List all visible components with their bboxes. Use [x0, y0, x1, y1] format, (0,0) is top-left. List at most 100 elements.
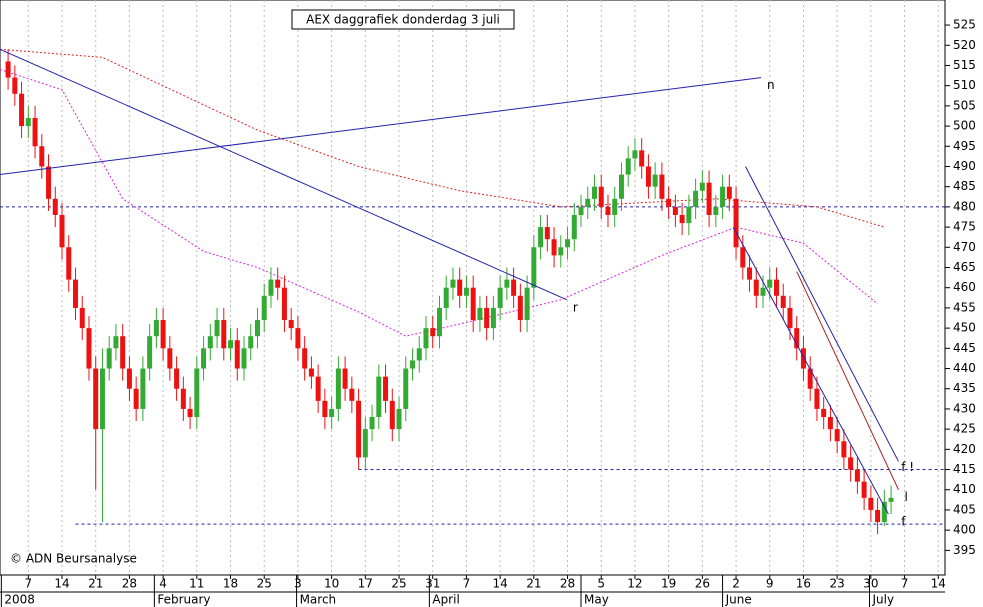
candle-body: [457, 279, 463, 296]
candle-body: [39, 146, 45, 167]
candle-body: [807, 368, 813, 389]
candle-body: [672, 206, 678, 215]
candle-body: [79, 307, 85, 329]
x-tick-label: 23: [830, 577, 845, 591]
candle-body: [140, 368, 146, 409]
y-tick-label: 435: [953, 381, 976, 395]
candle-body: [848, 457, 854, 470]
candle-body: [639, 150, 645, 167]
candle-body: [686, 206, 692, 224]
x-tick-label: 28: [122, 577, 137, 591]
y-tick-label: 420: [953, 442, 976, 456]
candle-body: [538, 227, 544, 248]
month-label: June: [725, 593, 752, 607]
y-tick-label: 485: [953, 179, 976, 193]
x-tick-label: 30: [863, 577, 878, 591]
candle-body: [120, 336, 126, 369]
candle-body: [436, 307, 442, 337]
candle-body: [780, 295, 786, 308]
candle-body: [389, 400, 395, 430]
candle-body: [632, 150, 638, 159]
month-label: July: [872, 593, 895, 607]
y-tick-label: 455: [953, 300, 976, 314]
candle-body: [726, 186, 732, 199]
candle-body: [443, 287, 449, 308]
candle-body: [396, 408, 402, 430]
candle-body: [160, 320, 166, 349]
candle-body: [794, 328, 800, 349]
x-tick-label: 25: [391, 577, 406, 591]
trendline-label: r: [573, 300, 578, 314]
trendline: [732, 226, 889, 515]
x-tick-label: 7: [463, 577, 471, 591]
candle-body: [490, 307, 496, 329]
candle-body: [618, 174, 624, 199]
x-tick-label: 14: [54, 577, 69, 591]
candle-body: [713, 206, 719, 215]
level-label: f: [901, 515, 906, 529]
candle-body: [86, 328, 92, 369]
candle-body: [221, 320, 227, 349]
candle-body: [767, 279, 773, 288]
candle-body: [261, 295, 267, 321]
candle-body: [288, 320, 294, 329]
month-label: April: [432, 593, 459, 607]
x-tick-label: 25: [257, 577, 272, 591]
candle-body: [841, 441, 847, 458]
candle-body: [362, 429, 368, 458]
candle-body: [106, 348, 112, 369]
x-tick-label: 31: [425, 577, 440, 591]
candle-body: [194, 368, 200, 418]
marks: n r l: [0, 48, 945, 535]
candle-body: [720, 186, 726, 207]
candle-body: [349, 388, 355, 401]
y-tick-label: 495: [953, 139, 976, 153]
candle-body: [531, 247, 537, 288]
candle-body: [645, 166, 651, 187]
y-tick-label: 480: [953, 199, 976, 213]
month-label: May: [584, 593, 609, 607]
y-tick-label: 520: [953, 38, 976, 52]
x-tick-label: 21: [526, 577, 541, 591]
chart-title: AEX daggrafiek donderdag 3 juli: [306, 13, 500, 27]
candle-body: [308, 368, 314, 377]
x-tick-label: 9: [766, 577, 774, 591]
candle-body: [558, 247, 564, 256]
candle-body: [46, 166, 52, 199]
candle-body: [652, 174, 658, 187]
candle-body: [126, 368, 132, 389]
candle-body: [153, 320, 159, 337]
candle-body: [740, 247, 746, 268]
candle-body: [5, 61, 11, 78]
x-tick-label: 4: [159, 577, 167, 591]
trendline-label: l: [904, 490, 907, 504]
candle-body: [376, 376, 382, 418]
candle-body: [410, 360, 416, 369]
x-tick-label: 12: [627, 577, 642, 591]
candle-body: [747, 267, 753, 280]
x-tick-label: 10: [324, 577, 339, 591]
y-tick-label: 445: [953, 341, 976, 355]
x-tick-label: 14: [931, 577, 946, 591]
candle-body: [275, 279, 281, 288]
y-tick-label: 490: [953, 159, 976, 173]
candle-body: [598, 186, 604, 207]
month-label: March: [300, 593, 337, 607]
candle-body: [302, 348, 308, 369]
candle-body: [524, 287, 530, 321]
y-tick-label: 465: [953, 260, 976, 274]
candle-body: [329, 408, 335, 418]
candle-body: [706, 182, 712, 215]
candle-body: [450, 279, 456, 288]
candle-body: [201, 348, 207, 369]
candle-body: [335, 368, 341, 409]
candle-body: [470, 287, 476, 321]
y-tick-label: 400: [953, 523, 976, 537]
y-tick-label: 460: [953, 280, 976, 294]
candle-body: [147, 336, 153, 369]
candle-body: [342, 368, 348, 389]
candle-body: [733, 198, 739, 248]
y-tick-label: 500: [953, 119, 976, 133]
